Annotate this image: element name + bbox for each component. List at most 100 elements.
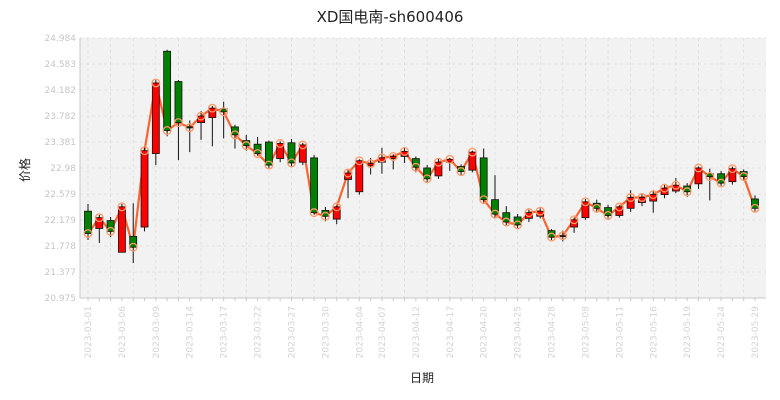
close-marker — [140, 146, 149, 156]
y-tick-label: 22.179 — [45, 216, 77, 226]
close-marker — [705, 172, 715, 182]
close-marker — [196, 111, 206, 121]
candle-body — [253, 143, 262, 154]
close-marker — [513, 220, 523, 230]
close-marker — [241, 141, 251, 151]
close-marker — [400, 146, 409, 156]
candle-body — [491, 199, 499, 215]
candle-body — [502, 212, 511, 223]
close-marker — [558, 231, 568, 241]
y-tick-label: 24.182 — [45, 86, 77, 96]
candle-body — [95, 217, 104, 229]
grid — [80, 37, 766, 299]
x-axis-label: 日期 — [410, 371, 434, 385]
x-tick-label: 2023-05-29 — [751, 306, 761, 359]
close-marker — [694, 163, 703, 173]
close-marker — [456, 167, 466, 177]
close-marker — [320, 211, 330, 221]
close-marker — [524, 208, 534, 218]
x-tick-label: 2023-05-24 — [717, 306, 727, 359]
close-marker — [434, 157, 443, 167]
close-marker — [173, 118, 183, 128]
x-tick-label: 2023-04-28 — [548, 306, 558, 359]
y-tick-label: 21.377 — [45, 268, 77, 278]
candle-body — [671, 184, 680, 192]
candle-body — [717, 173, 725, 184]
candle-body — [129, 236, 138, 248]
close-marker — [151, 78, 161, 88]
candle-body — [321, 210, 330, 217]
x-tick-label: 2023-03-17 — [220, 306, 230, 358]
candle-body — [163, 50, 172, 131]
y-tick-label: 20.975 — [45, 294, 77, 304]
x-tick-label: 2023-03-06 — [118, 306, 128, 359]
candle-body — [298, 144, 307, 163]
x-tick-labels: 2023-03-01 2023-03-06 2023-03-09 2023-03-14… — [84, 306, 761, 359]
close-marker — [162, 126, 172, 135]
x-tick-label: 2023-03-27 — [287, 306, 297, 358]
close-marker — [219, 107, 229, 117]
x-tick-label: 2023-04-17 — [446, 306, 456, 358]
close-marker — [411, 162, 421, 172]
close-marker — [727, 164, 737, 174]
candle-body — [332, 206, 341, 220]
close-marker — [660, 183, 670, 193]
candle-body — [728, 168, 737, 183]
close-marker — [467, 147, 477, 157]
close-marker — [479, 195, 489, 205]
close-marker — [422, 174, 432, 184]
candle-body — [423, 167, 432, 180]
close-marker — [682, 187, 692, 197]
close-marker — [626, 193, 636, 202]
candle-body — [140, 150, 149, 228]
candle-body — [626, 197, 635, 209]
candle-body — [434, 161, 443, 177]
x-tick-label: 2023-04-20 — [480, 306, 490, 359]
x-tick-label: 2023-05-16 — [649, 306, 659, 359]
close-marker — [739, 172, 749, 182]
close-marker — [592, 203, 602, 213]
close-marker — [637, 193, 647, 202]
close-marker — [83, 229, 93, 238]
candle-body — [264, 141, 273, 166]
close-marker — [671, 180, 681, 190]
markers-layer — [83, 78, 760, 252]
candle-body — [118, 206, 126, 253]
close-marker — [445, 154, 455, 164]
y-tick-labels: 20.975 21.377 21.778 22.179 22.579 22.98 23.38… — [45, 34, 77, 304]
close-marker — [106, 226, 116, 236]
candle-body — [185, 126, 194, 129]
candle-body — [468, 151, 477, 171]
y-tick-label: 23.782 — [45, 112, 77, 122]
candle-body — [581, 201, 590, 219]
close-marker — [490, 209, 500, 219]
y-tick-label: 24.984 — [45, 34, 77, 44]
close-marker — [366, 159, 376, 169]
candle-body — [683, 185, 692, 193]
close-marker — [580, 197, 590, 207]
y-tick-label: 22.98 — [50, 164, 76, 174]
y-tick-label: 23.381 — [45, 138, 77, 148]
candle-body — [524, 212, 533, 219]
x-tick-label: 2023-04-04 — [355, 306, 365, 359]
x-tick-label: 2023-03-14 — [186, 306, 196, 359]
axes — [79, 38, 766, 301]
close-marker — [343, 168, 353, 178]
close-marker — [309, 208, 319, 218]
close-marker — [94, 213, 104, 223]
y-tick-label: 21.778 — [45, 242, 77, 252]
close-marker — [207, 103, 217, 113]
close-marker — [716, 178, 726, 188]
candle-body — [310, 157, 319, 214]
x-tick-label: 2023-04-25 — [514, 306, 524, 358]
chart-title: XD国电南-sh600406 — [317, 8, 464, 26]
close-marker — [332, 202, 342, 212]
x-tick-label: 2023-03-30 — [321, 306, 331, 359]
close-marker — [275, 139, 285, 148]
x-tick-label: 2023-03-22 — [254, 306, 264, 358]
candle-body — [84, 210, 92, 234]
candle-body — [287, 142, 296, 164]
x-tick-label: 2023-05-19 — [683, 306, 693, 359]
close-marker — [287, 158, 296, 168]
